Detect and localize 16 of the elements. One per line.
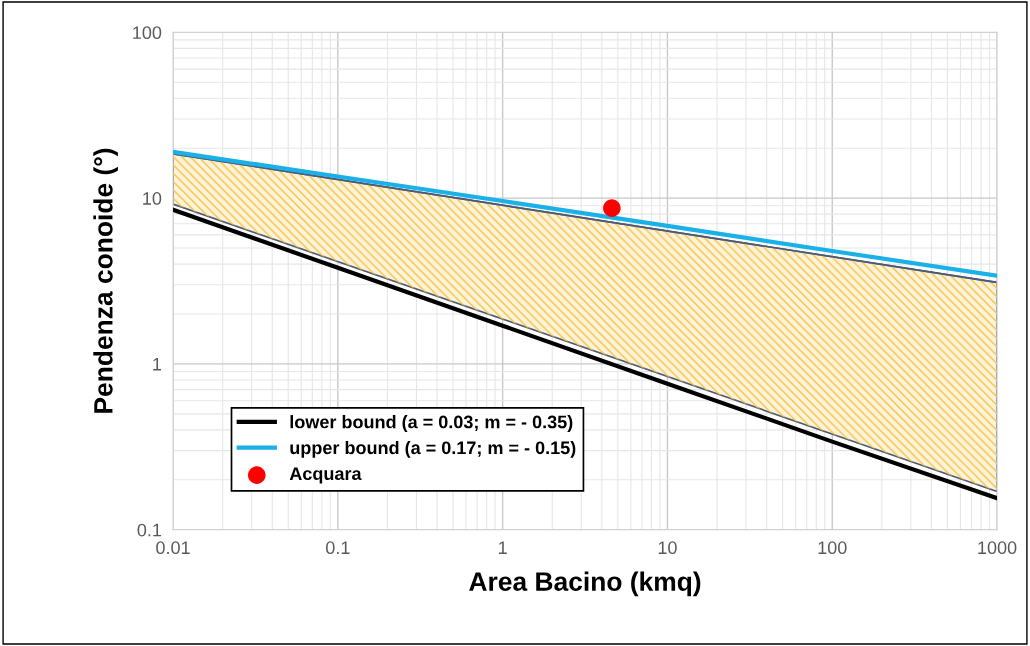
x-axis-title: Area Bacino (kmq) bbox=[469, 571, 701, 597]
y-tick-label: 100 bbox=[133, 26, 162, 40]
legend-label: lower bound (a = 0.03; m = - 0.35) bbox=[290, 415, 573, 432]
x-tick-label: 100 bbox=[818, 541, 847, 555]
x-tick-label: 10 bbox=[658, 541, 677, 555]
x-tick-label: 0.01 bbox=[156, 541, 190, 555]
x-tick-label: 0.1 bbox=[326, 541, 350, 555]
legend-label: upper bound (a = 0.17; m = - 0.15) bbox=[290, 440, 576, 458]
x-tick-label: 1 bbox=[499, 541, 507, 554]
y-axis-title: Pendenza conoide (°) bbox=[93, 148, 118, 413]
y-tick-label: 1 bbox=[153, 358, 162, 371]
y-tick-label: 0.1 bbox=[137, 523, 162, 537]
line-series bbox=[173, 207, 998, 501]
x-tick-label: 1000 bbox=[978, 541, 1017, 555]
legend-label: Acquara bbox=[289, 467, 362, 484]
y-tick-label: 10 bbox=[143, 192, 162, 205]
